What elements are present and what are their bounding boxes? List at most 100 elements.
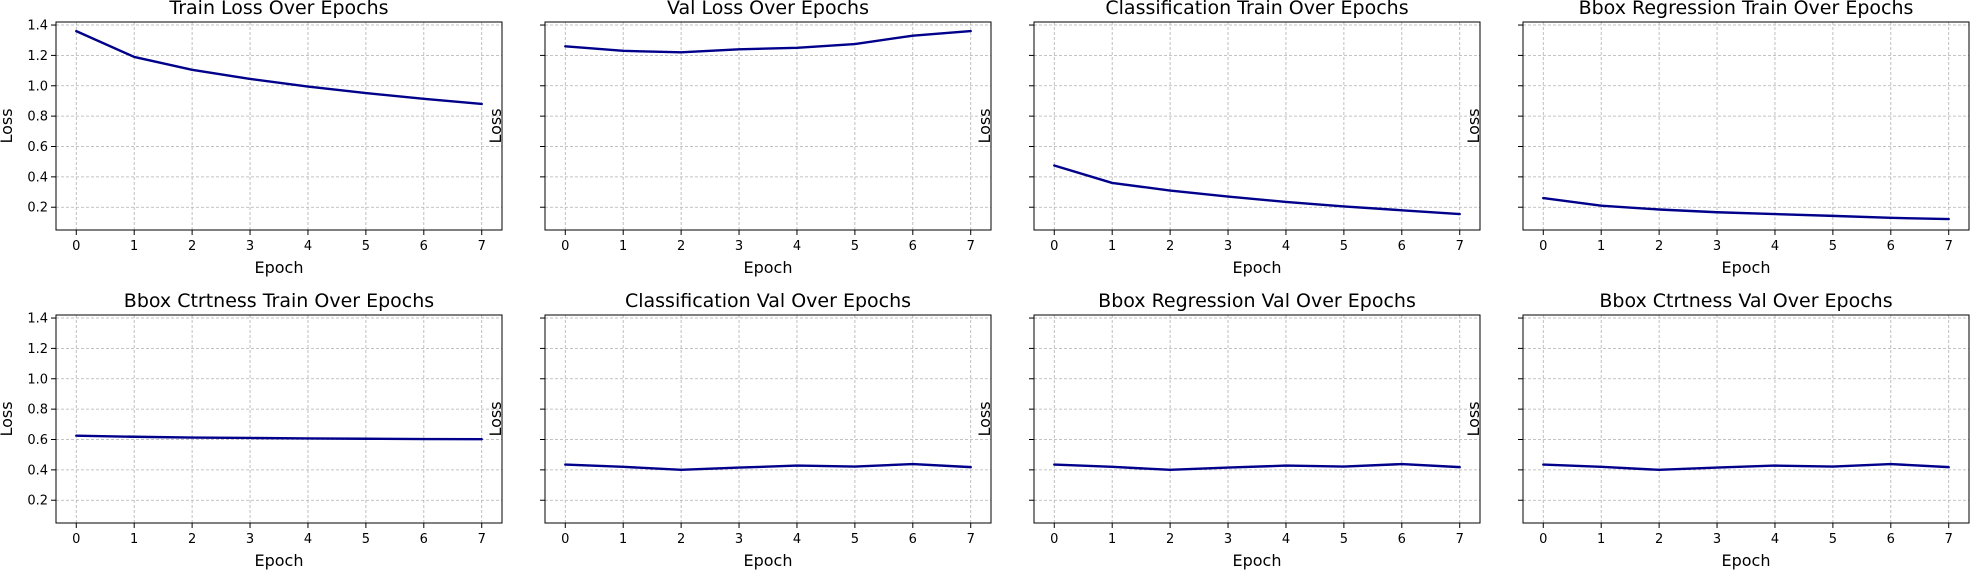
x-tick-label: 2 xyxy=(1655,532,1663,547)
x-tick-label: 4 xyxy=(304,532,312,547)
grid xyxy=(545,315,991,523)
x-tick-label: 1 xyxy=(130,239,138,254)
y-tick-label: 0.8 xyxy=(27,403,48,418)
chart-title: Classification Train Over Epochs xyxy=(1105,0,1408,19)
y-axis-ticks xyxy=(1518,317,1523,501)
loss-series-line xyxy=(75,29,483,106)
chart-title: Bbox Regression Val Over Epochs xyxy=(1098,290,1416,312)
plot-frame xyxy=(544,21,992,231)
y-tick-label: 1.0 xyxy=(27,79,48,94)
x-axis-ticks: 0 1 2 3 4 5 6 7 xyxy=(1539,523,1953,547)
chart-title: Bbox Ctrtness Train Over Epochs xyxy=(124,290,434,312)
grid xyxy=(1034,22,1480,230)
x-tick-label: 7 xyxy=(967,239,975,254)
y-tick-label: 1.4 xyxy=(27,19,48,34)
x-tick-label: 5 xyxy=(362,532,370,547)
y-tick-label: 1.4 xyxy=(27,312,48,327)
loss-series-line xyxy=(1053,462,1461,472)
x-tick-label: 2 xyxy=(677,532,685,547)
x-tick-label: 4 xyxy=(1771,239,1779,254)
x-tick-label: 3 xyxy=(1224,532,1232,547)
x-tick-label: 4 xyxy=(1282,532,1290,547)
x-tick-label: 7 xyxy=(967,532,975,547)
chart-panel-8: 0 1 2 3 4 5 6 7 Epoch Loss Bbox Ctrtness Val Over … xyxy=(1464,290,1970,570)
x-tick-label: 7 xyxy=(1945,239,1953,254)
x-tick-label: 2 xyxy=(188,239,196,254)
x-tick-label: 0 xyxy=(1539,532,1547,547)
x-tick-label: 7 xyxy=(1456,532,1464,547)
loss-series-line xyxy=(1542,462,1950,472)
y-tick-label: 0.4 xyxy=(27,463,48,478)
x-tick-label: 0 xyxy=(1050,532,1058,547)
grid xyxy=(1523,315,1969,523)
x-axis-label: Epoch xyxy=(1722,258,1771,277)
y-axis-label: Loss xyxy=(486,108,505,143)
chart-title: Train Loss Over Epochs xyxy=(168,0,388,19)
x-tick-label: 1 xyxy=(619,532,627,547)
x-tick-label: 5 xyxy=(1829,532,1837,547)
grid xyxy=(56,315,502,523)
x-axis-ticks: 0 1 2 3 4 5 6 7 xyxy=(1050,523,1464,547)
x-axis-label: Epoch xyxy=(744,551,793,570)
x-axis-ticks: 0 1 2 3 4 5 6 7 xyxy=(1050,230,1464,254)
y-tick-label: 1.2 xyxy=(27,49,48,64)
x-tick-label: 7 xyxy=(478,239,486,254)
chart-title: Val Loss Over Epochs xyxy=(667,0,869,19)
x-tick-label: 2 xyxy=(677,239,685,254)
x-axis-ticks: 0 1 2 3 4 5 6 7 xyxy=(561,230,975,254)
y-axis-ticks xyxy=(1518,24,1523,208)
loss-series-line xyxy=(564,462,972,472)
x-tick-label: 1 xyxy=(1108,239,1116,254)
loss-series-line xyxy=(75,434,483,441)
x-tick-label: 7 xyxy=(1945,532,1953,547)
x-tick-label: 5 xyxy=(851,239,859,254)
plot-frame xyxy=(1033,314,1481,524)
plot-frame xyxy=(1033,21,1481,231)
x-axis-label: Epoch xyxy=(744,258,793,277)
chart-panel-5: 0 1 2 3 4 5 6 7 0.2 0.4 0.6 0.8 1.0 1.2 1.4 Epoch Loss Bb… xyxy=(0,290,503,570)
y-tick-label: 0.4 xyxy=(27,170,48,185)
loss-series-line xyxy=(564,29,972,54)
x-tick-label: 3 xyxy=(735,532,743,547)
x-tick-label: 1 xyxy=(1597,532,1605,547)
chart-panel-7: 0 1 2 3 4 5 6 7 Epoch Loss Bbox Regression Val Ove… xyxy=(975,290,1481,570)
y-axis-ticks xyxy=(1029,24,1034,208)
x-axis-label: Epoch xyxy=(1233,551,1282,570)
x-tick-label: 6 xyxy=(420,239,428,254)
y-axis-ticks xyxy=(540,24,545,208)
loss-series-line xyxy=(1053,164,1461,216)
x-tick-label: 5 xyxy=(1340,532,1348,547)
x-tick-label: 1 xyxy=(1108,532,1116,547)
x-tick-label: 1 xyxy=(130,532,138,547)
grid xyxy=(1523,22,1969,230)
y-tick-label: 0.8 xyxy=(27,110,48,125)
x-tick-label: 4 xyxy=(304,239,312,254)
x-tick-label: 3 xyxy=(1713,532,1721,547)
y-axis-ticks: 0.2 0.4 0.6 0.8 1.0 1.2 1.4 xyxy=(27,19,56,216)
y-tick-label: 0.6 xyxy=(27,140,48,155)
x-tick-label: 5 xyxy=(362,239,370,254)
chart-title: Bbox Regression Train Over Epochs xyxy=(1579,0,1914,19)
x-tick-label: 5 xyxy=(1829,239,1837,254)
grid xyxy=(545,22,991,230)
x-tick-label: 2 xyxy=(188,532,196,547)
x-tick-label: 0 xyxy=(72,532,80,547)
x-tick-label: 3 xyxy=(246,239,254,254)
x-tick-label: 4 xyxy=(793,239,801,254)
x-tick-label: 5 xyxy=(851,532,859,547)
x-tick-label: 4 xyxy=(793,532,801,547)
chart-title: Bbox Ctrtness Val Over Epochs xyxy=(1599,290,1892,312)
y-tick-label: 0.2 xyxy=(27,201,48,216)
plot-frame xyxy=(1522,314,1970,524)
y-axis-ticks xyxy=(540,317,545,501)
y-axis-ticks: 0.2 0.4 0.6 0.8 1.0 1.2 1.4 xyxy=(27,312,56,509)
x-tick-label: 6 xyxy=(909,239,917,254)
x-tick-label: 3 xyxy=(1713,239,1721,254)
plot-frame xyxy=(1522,21,1970,231)
x-axis-ticks: 0 1 2 3 4 5 6 7 xyxy=(1539,230,1953,254)
x-tick-label: 2 xyxy=(1655,239,1663,254)
grid xyxy=(1034,315,1480,523)
loss-series-line xyxy=(1542,196,1950,221)
